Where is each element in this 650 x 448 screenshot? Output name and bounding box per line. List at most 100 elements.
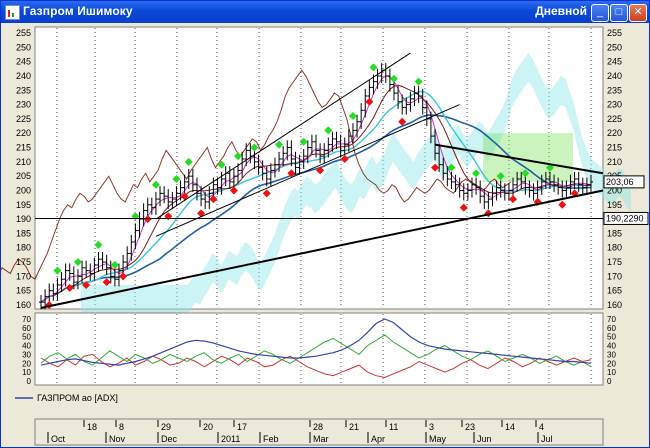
buy-signal-marker (414, 77, 423, 86)
ma-fast-line (40, 90, 592, 303)
price-tick-right: 200 (607, 185, 622, 195)
minimize-button[interactable]: _ (591, 4, 609, 22)
sell-signal-marker (287, 169, 296, 178)
time-month-label: May (429, 434, 447, 444)
buy-signal-marker (184, 157, 193, 166)
time-month-label: Jun (477, 434, 492, 444)
sell-signal-marker (102, 278, 111, 287)
price-tick-right: 215 (607, 143, 622, 153)
close-button[interactable]: ✕ (629, 4, 647, 22)
price-tick-right: 195 (607, 200, 622, 210)
price-tick-left: 175 (16, 257, 31, 267)
time-day-label: 4 (539, 422, 544, 432)
buy-signal-marker (94, 240, 103, 249)
buy-signal-marker (521, 169, 530, 178)
buy-signal-marker (110, 260, 119, 269)
adx-tick-right: 0 (607, 377, 612, 386)
sell-signal-marker (398, 117, 407, 126)
price-tick-left: 220 (16, 128, 31, 138)
time-month-label: Nov (109, 434, 126, 444)
adx-tick-right: 60 (607, 324, 616, 333)
time-month-label: Feb (263, 434, 279, 444)
di-plus-line (40, 334, 592, 368)
sell-signal-marker (262, 189, 271, 198)
price-tick-left: 185 (16, 228, 31, 238)
sell-signal-marker (558, 200, 567, 209)
timeframe-label[interactable]: Дневной (535, 4, 587, 18)
time-day-label: 3 (429, 422, 434, 432)
price-tick-left: 195 (16, 200, 31, 210)
price-tick-left: 200 (16, 185, 31, 195)
price-tick-right: 210 (607, 157, 622, 167)
price-tick-right: 160 (607, 300, 622, 310)
price-tick-right: 185 (607, 228, 622, 238)
price-tick-right: 165 (607, 286, 622, 296)
price-tick-left: 225 (16, 114, 31, 124)
buy-signal-marker (324, 126, 333, 135)
buy-signal-marker (369, 63, 378, 72)
adx-tick-right: 40 (607, 342, 616, 351)
price-tick-right: 220 (607, 128, 622, 138)
time-day-label: 14 (505, 422, 515, 432)
last-price-box (603, 175, 645, 189)
sell-signal-marker (340, 154, 349, 163)
price-tick-left: 210 (16, 157, 31, 167)
buy-signal-marker (234, 152, 243, 161)
price-tick-right: 235 (607, 85, 622, 95)
sell-signal-marker (65, 283, 74, 292)
adx-tick-left: 70 (22, 315, 31, 324)
buy-signal-marker (172, 175, 181, 184)
sell-signal-marker (431, 163, 440, 172)
adx-tick-left: 40 (22, 342, 31, 351)
buy-signal-marker (73, 258, 82, 267)
time-month-label: Mar (313, 434, 329, 444)
adx-tick-left: 50 (22, 333, 31, 342)
level-value-label: 190,2290 (606, 213, 644, 223)
time-day-label: 29 (161, 422, 171, 432)
price-tick-left: 160 (16, 300, 31, 310)
adx-tick-right: 20 (607, 359, 616, 368)
adx-tick-right: 50 (607, 333, 616, 342)
sell-signal-marker (119, 272, 128, 281)
level-value-box (603, 211, 649, 225)
price-tick-left: 205 (16, 171, 31, 181)
adx-tick-left: 10 (22, 368, 31, 377)
time-axis[interactable] (34, 418, 604, 446)
ichimoku-cloud (81, 53, 631, 314)
price-tick-right: 170 (607, 271, 622, 281)
sell-signal-marker (180, 192, 189, 201)
price-tick-right: 255 (607, 28, 622, 38)
price-tick-left: 255 (16, 28, 31, 38)
chikou-line (1, 69, 512, 280)
price-tick-left: 230 (16, 100, 31, 110)
price-tick-right: 175 (607, 257, 622, 267)
price-tick-left: 235 (16, 85, 31, 95)
sell-signal-marker (143, 215, 152, 224)
buy-signal-marker (348, 112, 357, 121)
time-day-label: 8 (119, 422, 124, 432)
time-day-label: 18 (87, 422, 97, 432)
price-tick-left: 250 (16, 42, 31, 52)
price-tick-left: 240 (16, 71, 31, 81)
adx-tick-right: 10 (607, 368, 616, 377)
price-tick-left: 180 (16, 243, 31, 253)
resistance-trendline (434, 143, 604, 175)
price-tick-left: 170 (16, 271, 31, 281)
time-day-label: 23 (465, 422, 475, 432)
buy-signal-marker (472, 169, 481, 178)
price-tick-left: 245 (16, 57, 31, 67)
title-bar[interactable]: Газпром Ишимоку Дневной _ □ ✕ (1, 1, 649, 23)
maximize-button[interactable]: □ (610, 4, 628, 22)
price-tick-left: 165 (16, 286, 31, 296)
time-month-label: Apr (371, 434, 385, 444)
price-tick-right: 245 (607, 57, 622, 67)
sell-signal-marker (365, 97, 374, 106)
sell-signal-marker (316, 166, 325, 175)
adx-tick-left: 20 (22, 359, 31, 368)
chart-area[interactable]: 1601651701751801851901952002052102152202… (1, 23, 649, 447)
chart-app-icon (5, 5, 20, 20)
adx-line (40, 318, 592, 366)
buy-signal-marker (250, 143, 259, 152)
time-month-label: Oct (51, 434, 66, 444)
adx-panel[interactable] (34, 312, 604, 386)
